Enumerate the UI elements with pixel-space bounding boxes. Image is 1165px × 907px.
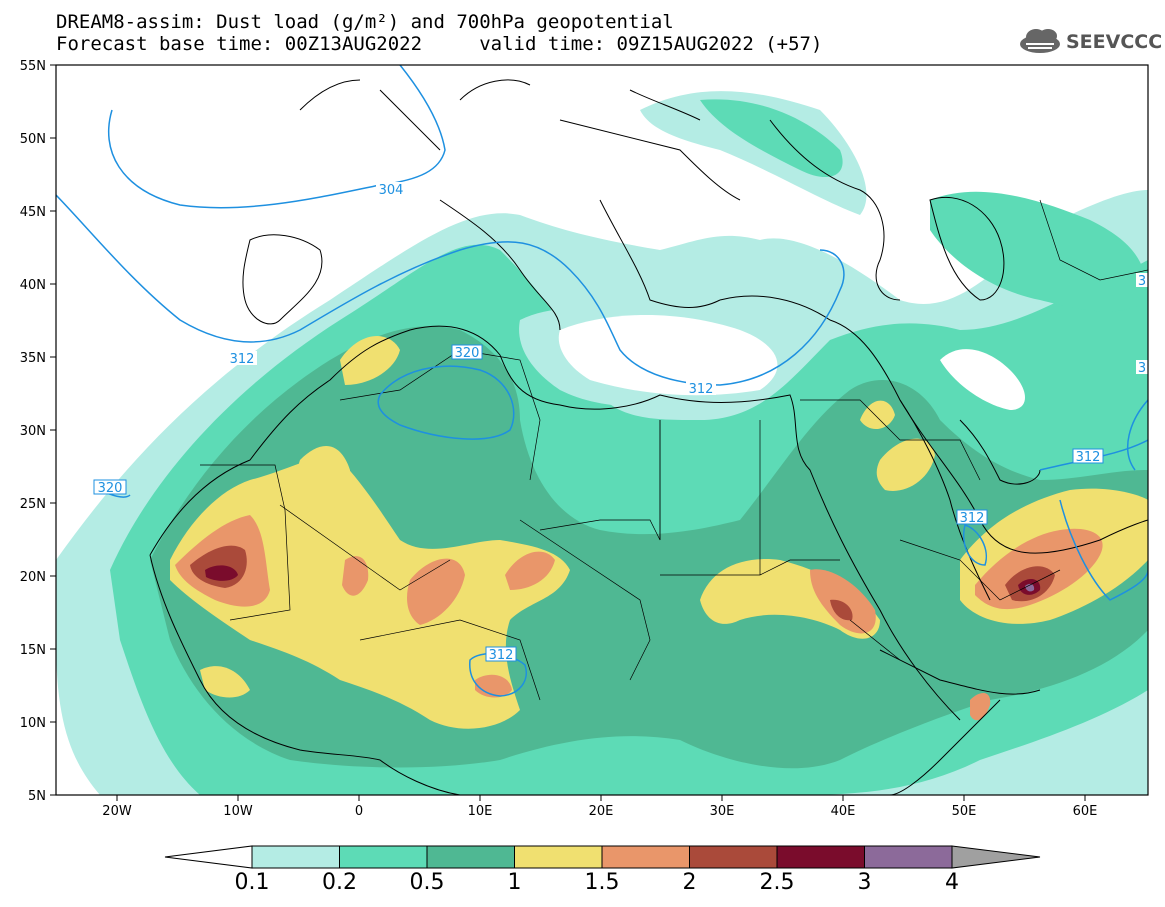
dust-level-1.5-somalia [970,693,991,721]
contour-label: 3 [1138,361,1146,376]
colorbar-swatch [776,845,865,869]
map-title-line-1: DREAM8-assim: Dust load (g/m²) and 700hP… [56,11,674,33]
lon-tick-label: 10W [223,804,253,819]
coastlines [149,79,1148,795]
colorbar-swatch [514,845,603,869]
contour-label: 320 [455,346,480,361]
colorbar-level-label: 0.2 [322,870,357,895]
contour-labels: 304 312 320 320 312 312 312 312 3 3 [93,182,1148,663]
dust-level-0.2-europe [700,99,843,178]
colorbar-swatch [339,845,428,869]
lon-tick-label: 20W [102,804,132,819]
map-title-line-2: Forecast base time: 00Z13AUG2022 valid t… [56,33,823,55]
colorbar-level-label: 4 [945,870,959,895]
dust-level-0.1-north [640,91,867,215]
clear-area-gulf [940,349,1025,410]
lon-tick-label: 60E [1073,804,1098,819]
contour-label: 312 [960,511,985,526]
colorbar-swatch [426,845,515,869]
lon-tick-label: 0 [355,804,363,819]
dust-level-1.5-mali [342,551,555,625]
lat-tick-label: 50N [20,132,46,147]
contour-label: 312 [230,352,255,367]
lat-tick-label: 5N [28,789,46,804]
lat-tick-label: 25N [20,497,46,512]
lon-tick-label: 30E [710,804,735,819]
contour-label: 312 [489,648,514,663]
lat-tick-label: 55N [20,59,46,74]
lat-tick-label: 45N [20,205,46,220]
latitude-axis: 55N 50N 45N 40N 35N 30N 25N 20N 15N 10N … [20,59,56,804]
lat-tick-label: 40N [20,278,46,293]
dust-level-2.5-mauritania [205,565,238,581]
colorbar [164,845,1041,869]
dust-level-1-sahel [200,666,250,698]
dust-level-1-iraq [860,400,935,491]
dust-level-0.2-caspian [930,191,1148,312]
colorbar-swatch [601,845,690,869]
lon-tick-label: 40E [831,804,856,819]
lon-tick-label: 20E [589,804,614,819]
logo-text: SEEVCCC [1066,31,1163,53]
contour-label: 3 [1138,274,1146,289]
colorbar-level-label: 1.5 [584,870,620,895]
colorbar-level-label: 2.5 [759,870,795,895]
contour-label: 304 [379,183,404,198]
colorbar-low-arrow [164,845,253,869]
dust-field [56,65,1148,795]
colorbar-level-label: 1 [507,870,522,895]
colorbar-level-label: 3 [857,870,872,895]
cloud-logo-icon [1020,29,1060,53]
colorbar-swatch [864,845,953,869]
colorbar-level-label: 0.5 [409,870,445,895]
contour-label: 320 [98,481,123,496]
lon-tick-label: 10E [468,804,493,819]
lat-tick-label: 35N [20,351,46,366]
lon-tick-label: 50E [952,804,977,819]
dust-level-2-red-sea [830,599,853,621]
contour-label: 312 [689,382,714,397]
lat-tick-label: 10N [20,716,46,731]
dust-level-3-oman [1025,583,1035,592]
lat-tick-label: 20N [20,570,46,585]
longitude-axis: 20W 10W 0 10E 20E 30E 40E 50E 60E [102,795,1097,819]
lat-tick-label: 30N [20,424,46,439]
dust-level-1-tunisia [340,336,400,385]
colorbar-swatch [689,845,778,869]
dust-level-1-north [297,446,350,513]
country-borders [200,199,1148,701]
colorbar-swatch [251,845,340,869]
colorbar-level-label: 0.1 [234,870,270,895]
contour-label: 312 [1076,450,1101,465]
colorbar-level-label: 2 [682,870,697,895]
lat-tick-label: 15N [20,643,46,658]
colorbar-high-arrow [951,845,1041,869]
dust-level-1.5-red-sea [810,569,876,634]
